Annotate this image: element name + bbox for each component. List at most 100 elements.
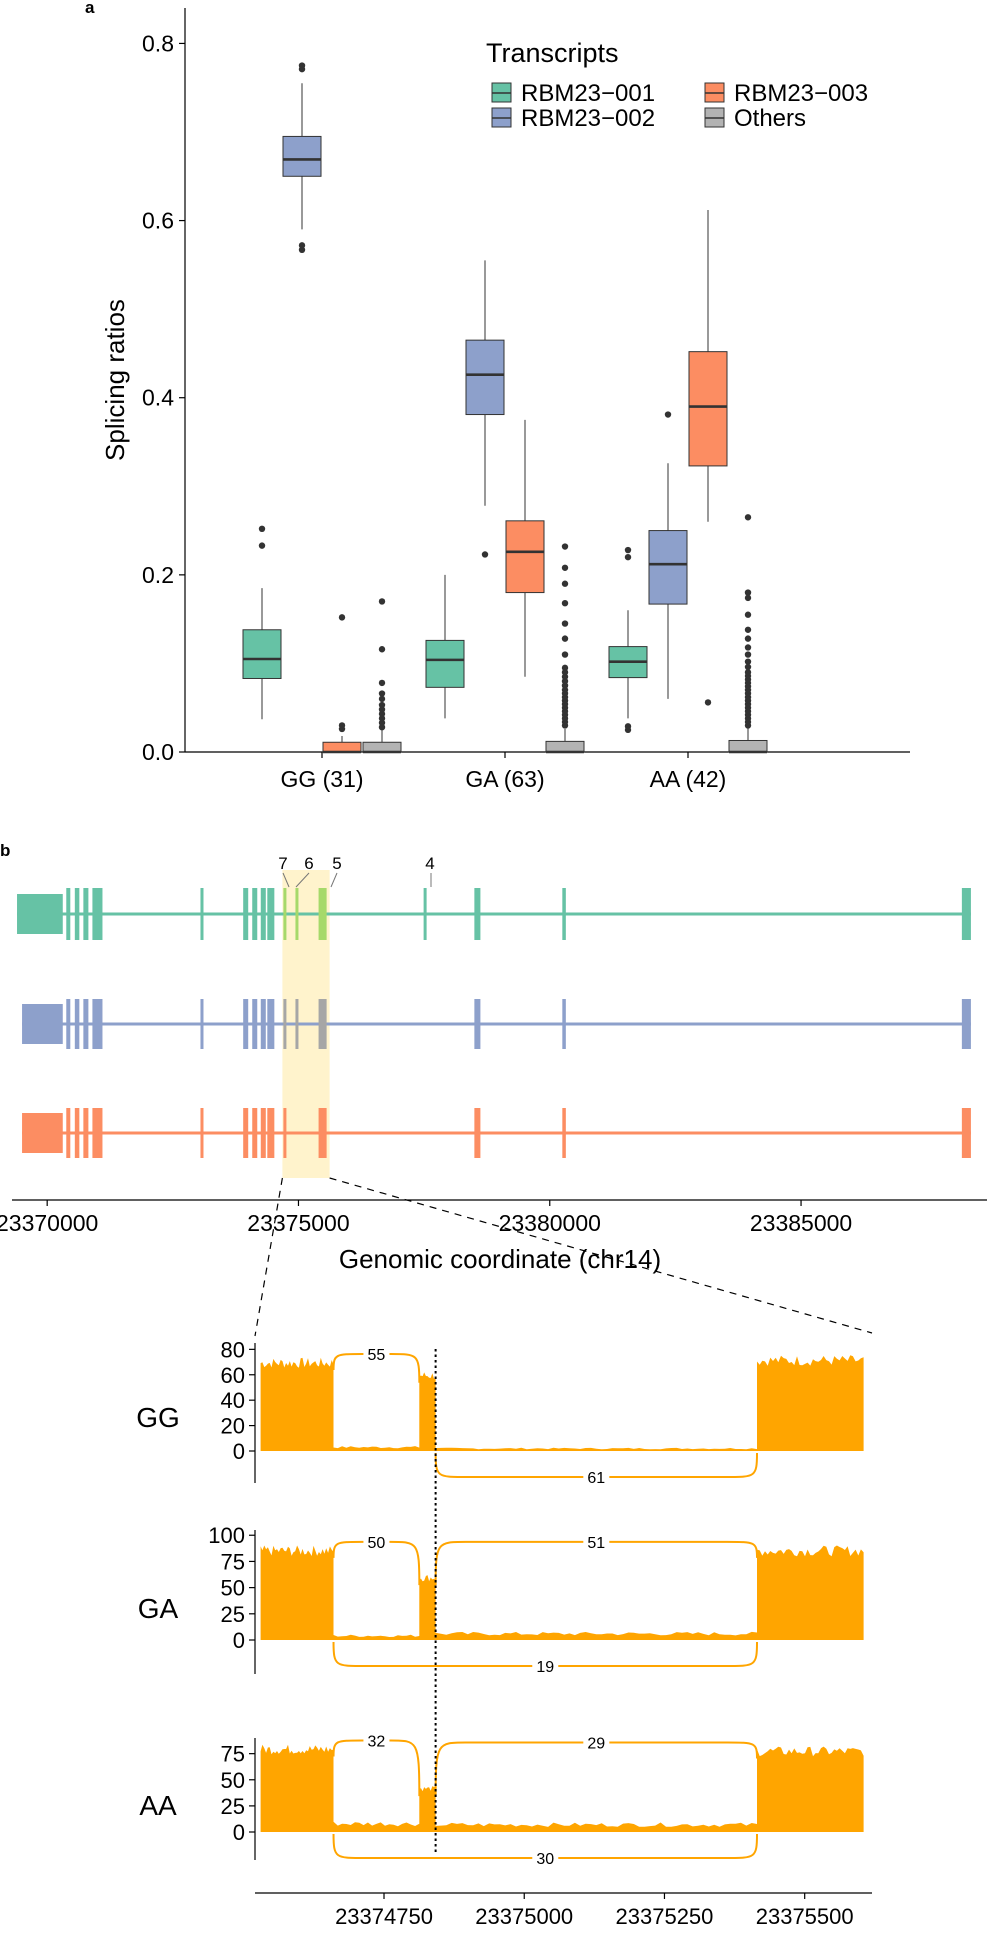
outlier-point [561,620,569,627]
legend-entry-others: Others [704,105,806,132]
x-tick-label: 23385000 [750,1210,852,1236]
exon [562,999,566,1049]
box-rbm23-002 [465,339,505,416]
exon-label: 4 [425,854,434,873]
outlier-point [744,514,752,521]
exon [961,888,971,940]
junction-count-bg [583,1467,610,1487]
outlier-point [378,706,386,713]
junction-count: 55 [368,1347,386,1364]
legend-label: RBM23−001 [521,80,655,107]
outlier-point [298,62,306,69]
outlier-point [744,644,752,651]
y-tick-label: 20 [221,1414,245,1439]
x-tick-label: 23375000 [247,1210,349,1236]
outlier-point [561,564,569,571]
outlier-point [561,580,569,587]
y-tick-label: 50 [221,1576,245,1601]
exon [74,1108,80,1158]
exon [961,999,971,1049]
exon [267,888,275,940]
junction-count: 29 [587,1736,605,1753]
junction-count: 19 [536,1659,554,1676]
panel-label-b: b [0,841,10,860]
outlier-point [744,635,752,642]
exon [66,888,71,940]
exon-label: 7 [278,854,287,873]
junction-arc [434,1540,759,1586]
outlier-point [378,724,386,731]
box-others [728,739,768,753]
outlier-point [481,551,489,558]
outlier-point [561,682,569,689]
coverage-area [260,1545,864,1640]
y-tick-label: 40 [221,1388,245,1413]
box-rbm23-003 [688,351,728,467]
outlier-point [744,594,752,602]
y-tick-label: 25 [221,1794,245,1819]
legend-label: RBM23−003 [734,80,868,107]
zoom-line-right [329,1177,873,1334]
gene-model-panel: 7 6 5 4 23370000 23375000 23380000 23385000 Geno… [0,854,987,1337]
exon-label-leader [330,872,338,888]
exon [252,1108,258,1158]
outlier-point [378,598,386,605]
y-tick-label: 60 [221,1363,245,1388]
exon [243,888,249,940]
outlier-point [258,525,266,532]
utr-exon [22,1004,63,1044]
outlier-point [744,589,752,596]
exon [283,888,287,940]
box-rbm23-002 [648,530,688,605]
genotype-label: GG [136,1402,180,1433]
outlier-point [561,677,569,685]
exon [200,888,204,940]
outlier-point [258,542,266,549]
exon-label: 6 [304,854,313,873]
legend-title: Transcripts [486,38,619,68]
outlier-point [561,686,569,694]
exon [961,1108,971,1158]
y-tick-label: 0 [233,1820,245,1845]
exon [318,999,327,1049]
exon [562,1108,566,1158]
y-tick-label: 0.4 [142,385,174,411]
outlier-point [624,723,632,730]
x-tick-label: GA (63) [465,766,544,792]
junction-count-bg [583,1732,610,1753]
junction-arc [332,1540,421,1586]
y-tick-label: 75 [221,1742,245,1767]
junction-count: 50 [368,1535,386,1552]
outlier-point [744,651,752,658]
exon [562,888,566,940]
exon [474,999,481,1049]
exon [283,999,287,1049]
junction-count: 51 [587,1535,605,1552]
outlier-point [338,614,346,621]
y-tick-label: 0.2 [142,562,174,588]
junction-count: 32 [368,1733,386,1750]
exon-label-leader [295,872,310,888]
y-tick-label: 25 [221,1602,245,1627]
box-rbm23-001 [242,629,282,679]
box-others [362,741,402,753]
box-rbm23-003 [505,520,545,594]
outlier-point [378,715,386,722]
exon [474,888,481,940]
exon [318,888,327,940]
outlier-point [561,635,569,642]
junction-arc [332,1739,421,1797]
outlier-point [561,673,569,680]
coverage-area [260,1355,864,1451]
y-tick-label: 100 [208,1523,245,1548]
transcript-rbm23-001 [17,888,971,940]
box-rbm23-003 [322,741,362,753]
x-tick-label: 23370000 [0,1210,98,1236]
outlier-point [298,246,306,253]
exon [474,1108,481,1158]
outlier-point [744,626,752,633]
exon-label: 5 [332,854,341,873]
